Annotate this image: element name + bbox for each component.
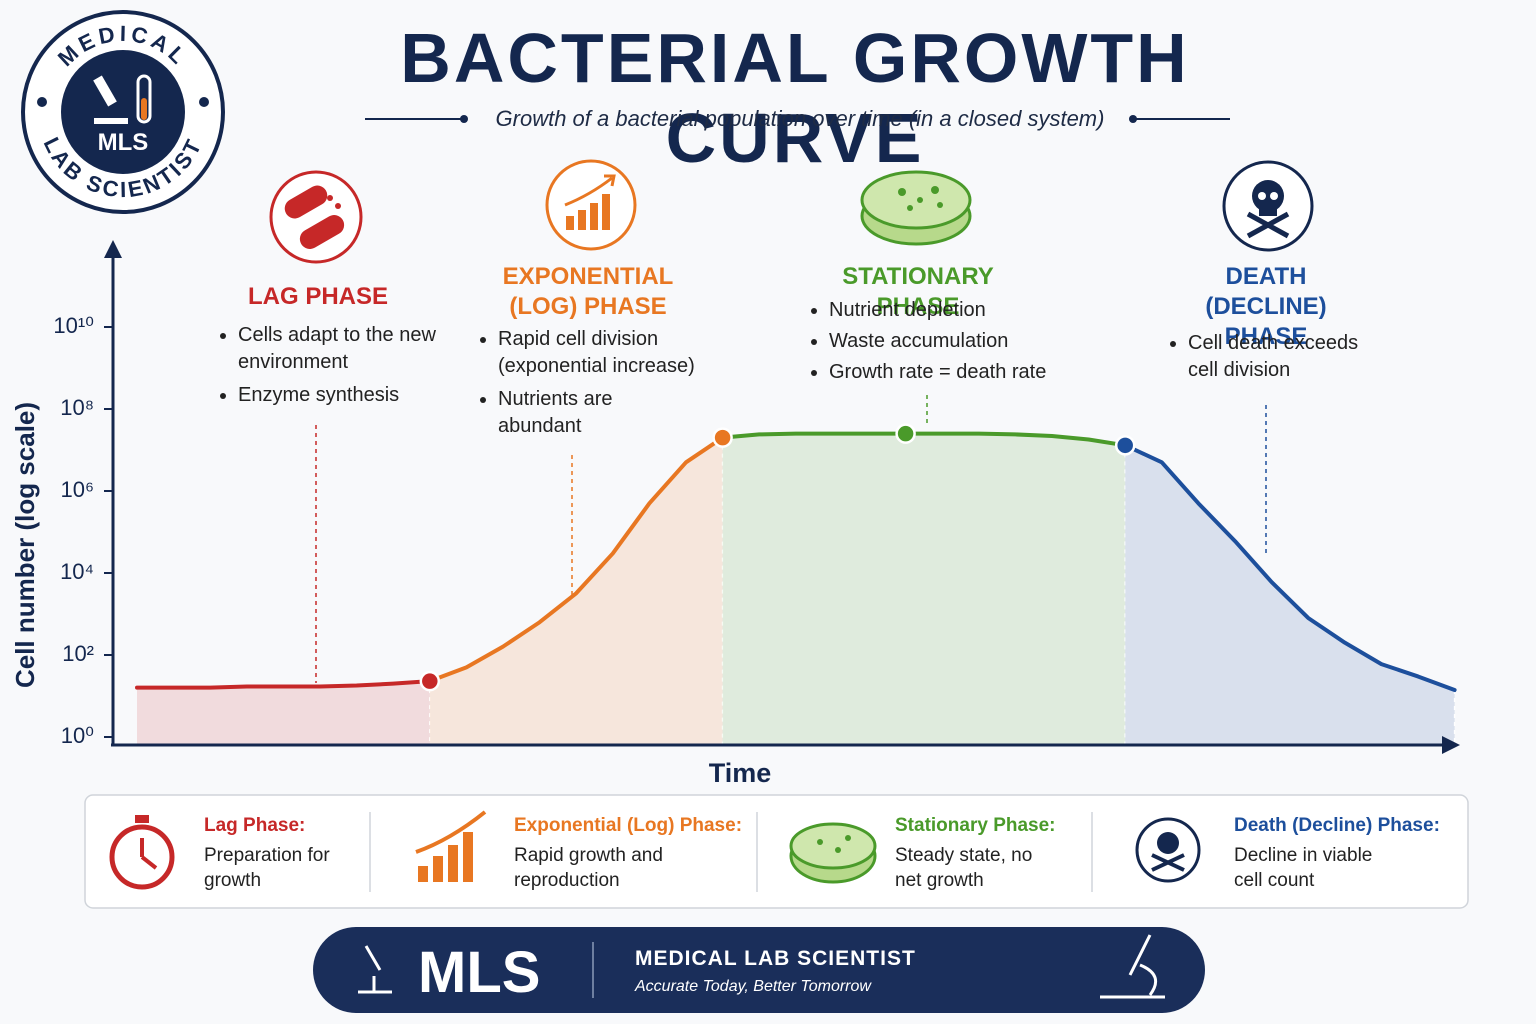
legend-text: Preparation for growth <box>204 845 330 891</box>
subtitle: Growth of a bacterial population over ti… <box>495 106 1105 131</box>
x-axis-label: Time <box>709 758 772 788</box>
y-tick-label: 10⁶ <box>60 477 94 502</box>
death-icon <box>1222 160 1314 252</box>
stationary-icon <box>860 170 972 246</box>
phase-heading: STATIONARY PHASE <box>842 263 994 320</box>
bullet: Waste accumulation <box>829 329 1089 354</box>
point <box>419 670 441 692</box>
y-tick-label: 10⁴ <box>60 559 94 584</box>
rule-dot <box>460 115 468 123</box>
curve <box>427 435 725 684</box>
phase-bullets: Cells adapt to the new environment Enzym… <box>220 322 438 415</box>
rule-dot <box>1129 115 1137 123</box>
area <box>429 437 723 745</box>
legend-text: Decline in viable cell count <box>1234 845 1373 891</box>
bullet: Rapid cell division (exponential increas… <box>498 326 723 380</box>
lag-icon <box>269 170 363 264</box>
phase-heading: EXPONENTIAL (LOG) PHASE <box>502 263 674 320</box>
y-tick-label: 10¹⁰ <box>53 313 94 338</box>
y-tick-label: 10⁰ <box>61 723 94 748</box>
phase-heading: LAG PHASE <box>247 283 388 310</box>
legend-item: Exponential (Log) Phase: Rapid growth an… <box>514 815 744 893</box>
legend-dividers <box>369 812 1093 892</box>
logo: MEDICAL LAB SCIENTIST MLS <box>21 10 225 214</box>
curve <box>135 679 432 690</box>
log-icon <box>545 159 637 251</box>
y-axis-label: Cell number (log scale) <box>10 402 40 688</box>
y-tick-label: 10⁸ <box>60 395 94 420</box>
bullet: Cell death exceeds cell division <box>1188 330 1388 384</box>
legend-item: Lag Phase: Preparation for growth <box>204 815 354 893</box>
guides <box>315 395 1267 683</box>
footer-tagline: Accurate Today, Better Tomorrow <box>634 978 872 995</box>
phase-heading: DEATH (DECLINE) PHASE <box>1205 263 1327 350</box>
legend-text: Rapid growth and reproduction <box>514 845 663 891</box>
curve <box>1123 443 1457 693</box>
bullet: Nutrients are abundant <box>498 386 628 440</box>
footer-badge: MLS <box>418 940 540 1005</box>
legend-text: Steady state, no net growth <box>895 845 1033 891</box>
legend-icons <box>109 810 1201 890</box>
legend-title: Lag Phase: <box>204 815 306 836</box>
bullet: Nutrient depletion <box>829 298 1089 323</box>
title: BACTERIAL GROWTH CURVE <box>400 19 1190 177</box>
bullet: Cells adapt to the new environment <box>238 322 438 376</box>
logo-badge: MLS <box>98 129 149 156</box>
footer-icon <box>358 934 1165 999</box>
legend-title: Exponential (Log) Phase: <box>514 815 743 836</box>
phase-bullets: Nutrient depletion Waste accumulation Gr… <box>811 298 1089 391</box>
legend-item: Stationary Phase: Steady state, no net g… <box>895 815 1075 893</box>
area <box>137 681 430 745</box>
bullet: Enzyme synthesis <box>238 382 438 409</box>
area <box>722 433 1126 745</box>
point <box>1114 435 1136 456</box>
legend-box <box>84 794 1469 909</box>
footer-name: MEDICAL LAB SCIENTIST <box>635 947 916 970</box>
y-tick-label: 10² <box>62 641 94 666</box>
legend-title: Stationary Phase: <box>895 815 1056 836</box>
legend-title: Death (Decline) Phase: <box>1234 815 1440 836</box>
point <box>895 423 916 444</box>
x-arrow <box>1442 736 1460 754</box>
bullet: Growth rate = death rate <box>829 360 1089 385</box>
phase-bullets: Rapid cell division (exponential increas… <box>480 326 723 446</box>
curve <box>720 431 1128 448</box>
phase-bullets: Cell death exceeds cell division <box>1170 330 1388 390</box>
footer-bar <box>313 927 1205 1013</box>
y-arrow <box>104 240 122 258</box>
plot <box>137 433 1456 745</box>
area <box>1125 445 1455 745</box>
point <box>712 427 733 448</box>
legend-item: Death (Decline) Phase: Decline in viable… <box>1234 815 1454 893</box>
